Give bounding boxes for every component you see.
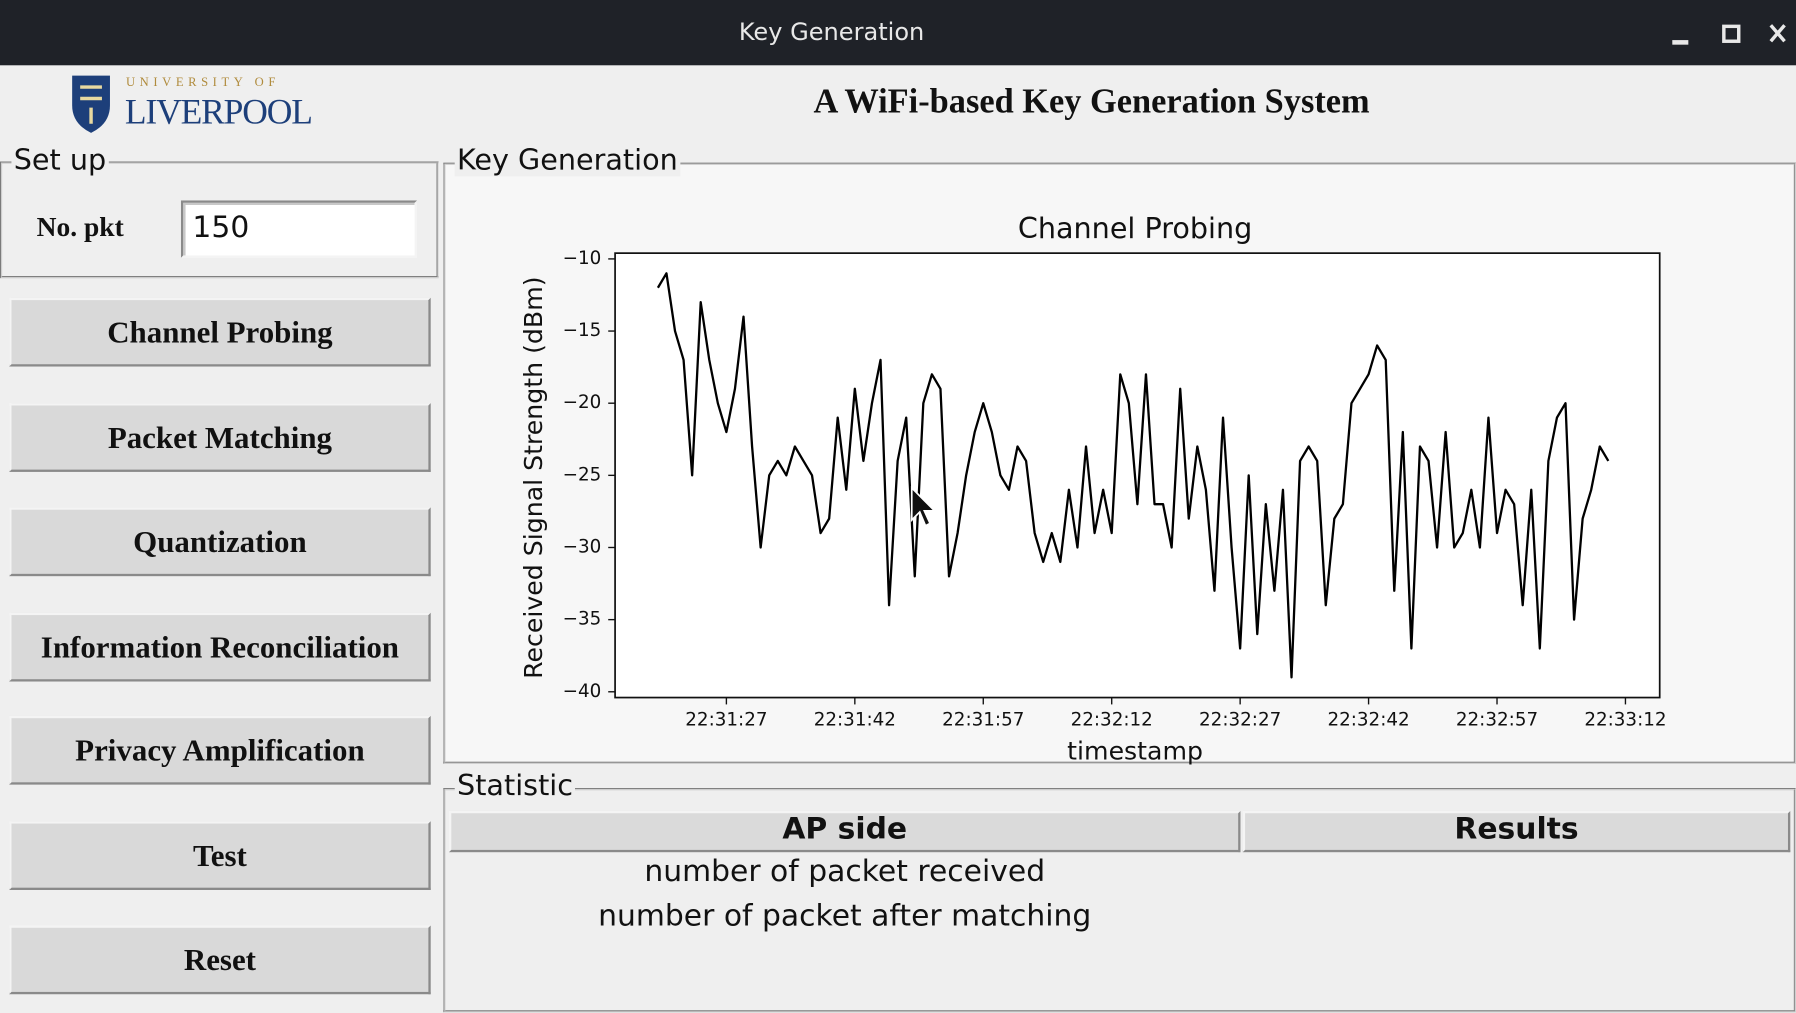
action-button[interactable]: Quantization [9,507,431,577]
group-label: Set up [11,144,109,177]
field-label: No. pkt [36,213,124,243]
logo-shield [72,75,110,133]
window-controls[interactable] [1661,16,1796,53]
logo-name: LIVERPOOL [124,91,313,132]
title-bar: Key Generation [0,0,1796,66]
y-tick-label: −20 [563,392,602,413]
y-tick-label: −10 [563,248,602,269]
action-button[interactable]: Information Reconciliation [9,612,431,682]
table-header[interactable] [1242,810,1791,853]
column-header: AP side [782,812,908,847]
statistic-group [443,788,1796,1013]
y-tick-label: −25 [563,464,602,485]
group-label: Key Generation [454,144,681,177]
x-tick-label: 22:31:42 [814,709,896,730]
mouse-cursor [910,485,937,527]
x-tick-label: 22:31:57 [942,709,1024,730]
y-axis-label: Received Signal Strength (dBm) [519,276,548,678]
y-tick-label: −40 [563,681,602,702]
y-tick-label: −15 [563,320,602,341]
app-title: A WiFi-based Key Generation System [813,82,1370,121]
action-button[interactable]: Packet Matching [9,403,431,472]
action-button[interactable]: Reset [9,925,431,995]
table-row-label: number of packet after matching [598,899,1092,934]
x-tick-label: 22:32:42 [1327,709,1409,730]
plot-area [614,252,1661,699]
setup-group [0,161,439,279]
y-tick-label: −35 [563,609,602,630]
packet-count-input[interactable]: 150 [180,200,417,258]
table-row-label: number of packet received [644,854,1046,889]
x-tick-label: 22:32:12 [1071,709,1153,730]
x-tick-label: 22:32:57 [1456,709,1538,730]
column-header: Results [1454,812,1579,847]
x-tick-label: 22:32:27 [1199,709,1281,730]
table-header[interactable] [449,810,1241,853]
data-line [656,272,1610,679]
y-tick-label: −30 [563,536,602,557]
logo-subtitle: UNIVERSITY OF [125,75,280,90]
x-tick-label: 22:31:27 [685,709,767,730]
x-tick-label: 22:33:12 [1584,709,1666,730]
action-button[interactable]: Privacy Amplification [9,715,431,785]
action-button[interactable]: Test [9,821,431,890]
window-title: Key Generation [738,18,925,46]
group-label: Statistic [454,769,576,802]
x-axis-label: timestamp [1067,737,1203,766]
action-button[interactable]: Channel Probing [9,297,431,367]
chart-title: Channel Probing [1018,211,1252,245]
